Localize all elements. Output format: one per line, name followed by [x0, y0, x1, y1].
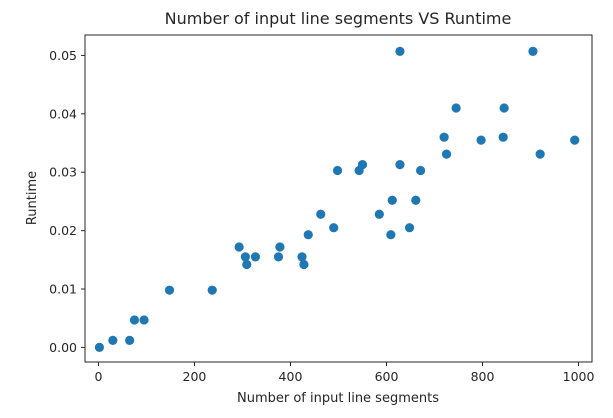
data-point: [234, 242, 244, 252]
y-tick-label: 0.04: [49, 106, 77, 121]
x-tick-label: 800: [471, 369, 495, 384]
data-point: [441, 149, 452, 159]
data-point: [332, 165, 343, 176]
data-point: [439, 132, 449, 142]
data-point: [476, 135, 486, 145]
data-point: [499, 103, 509, 113]
data-point: [395, 160, 405, 170]
data-point: [451, 103, 461, 113]
y-tick-label: 0.00: [49, 340, 77, 355]
data-point: [395, 46, 405, 56]
data-point: [139, 315, 149, 325]
data-point: [275, 242, 285, 252]
data-point: [411, 195, 421, 205]
y-tick-label: 0.03: [49, 165, 77, 180]
data-point: [386, 230, 396, 240]
data-point: [415, 165, 426, 176]
data-point: [316, 209, 326, 219]
data-point: [404, 223, 415, 233]
data-point: [94, 342, 105, 353]
data-point: [299, 259, 309, 270]
plot-frame: [84, 34, 593, 363]
x-axis-label: Number of input line segments: [237, 391, 439, 406]
data-point: [374, 209, 384, 219]
data-point: [528, 46, 538, 56]
data-point: [387, 195, 397, 205]
y-axis-label: Runtime: [25, 171, 40, 225]
y-tick-label: 0.02: [49, 223, 77, 238]
y-tick-label: 0.05: [49, 48, 77, 63]
data-point: [570, 135, 580, 145]
data-point: [108, 335, 118, 345]
y-axis: 0.00 0.01 0.02 0.03 0.04 0.05: [49, 48, 85, 355]
x-tick-label: 200: [183, 369, 207, 384]
data-point: [303, 230, 313, 240]
y-tick-label: 0.01: [49, 282, 77, 297]
x-tick-label: 400: [279, 369, 303, 384]
data-point: [297, 252, 307, 262]
data-point: [129, 315, 140, 325]
data-point: [357, 160, 368, 170]
data-point: [535, 149, 545, 159]
data-points: [94, 46, 580, 353]
x-tick-label: 1000: [563, 369, 595, 384]
x-axis: 0 200 400 600 800 1000: [94, 362, 595, 384]
data-point: [240, 252, 250, 262]
x-tick-label: 600: [375, 369, 399, 384]
plot-area: 0 200 400 600 800 1000 0.000.010.020.030.040.…: [49, 34, 595, 384]
data-point: [498, 132, 508, 142]
data-point: [242, 259, 252, 270]
data-point: [273, 252, 284, 262]
x-tick-label: 0: [94, 369, 102, 384]
data-point: [250, 252, 261, 262]
data-point: [207, 285, 217, 295]
data-point: [329, 223, 339, 233]
data-point: [164, 285, 175, 295]
chart-title: Number of input line segments VS Runtime: [165, 9, 512, 28]
data-point: [125, 335, 135, 345]
